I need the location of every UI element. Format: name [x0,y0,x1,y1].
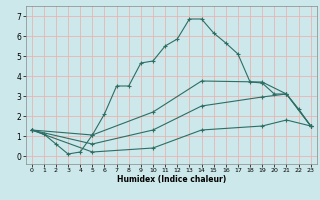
X-axis label: Humidex (Indice chaleur): Humidex (Indice chaleur) [116,175,226,184]
